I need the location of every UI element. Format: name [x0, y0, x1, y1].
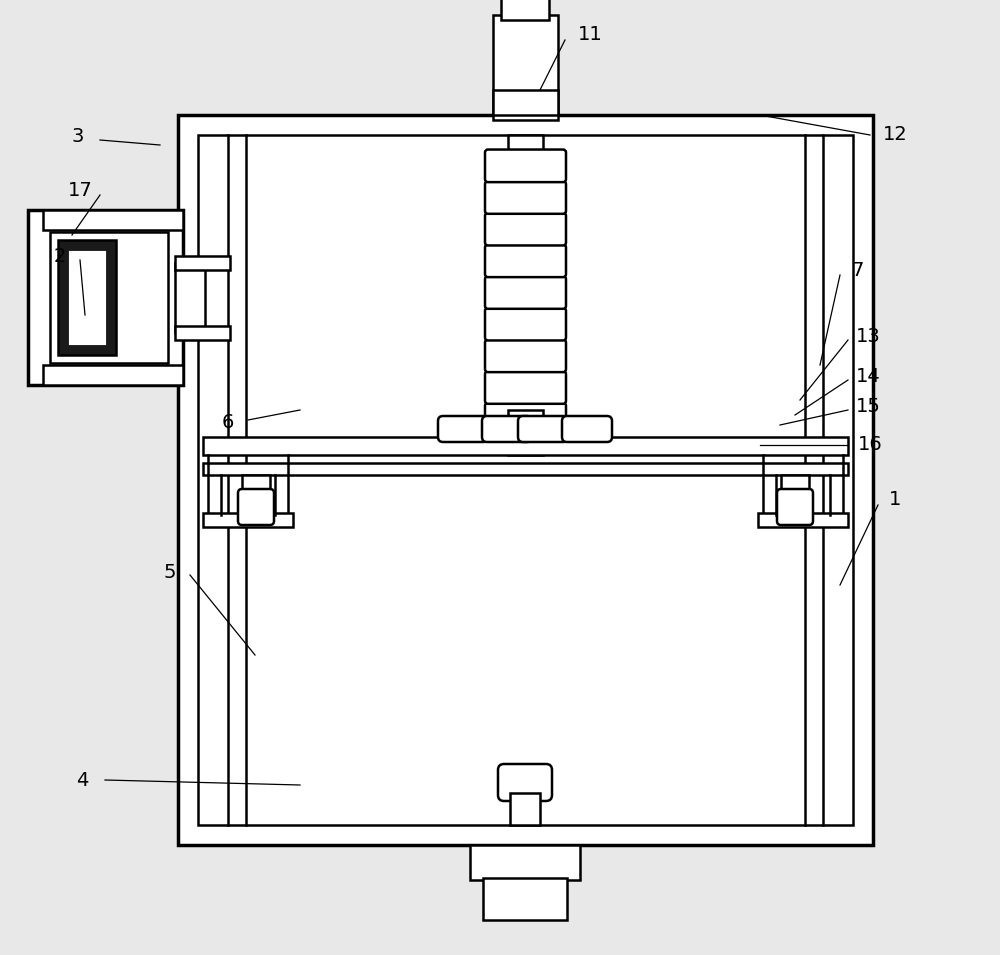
FancyBboxPatch shape	[518, 416, 568, 442]
FancyBboxPatch shape	[485, 150, 566, 182]
Text: 7: 7	[852, 261, 864, 280]
FancyBboxPatch shape	[498, 764, 552, 801]
FancyBboxPatch shape	[485, 181, 566, 214]
Bar	[483, 878, 567, 920]
Bar	[493, 90, 558, 115]
Text: 11: 11	[578, 26, 602, 45]
FancyBboxPatch shape	[238, 489, 274, 525]
FancyBboxPatch shape	[485, 403, 566, 435]
Bar	[175, 256, 230, 270]
Text: 1: 1	[889, 491, 901, 510]
FancyBboxPatch shape	[485, 371, 566, 404]
Bar	[508, 135, 543, 455]
FancyBboxPatch shape	[485, 340, 566, 372]
Bar	[508, 410, 543, 435]
Bar	[43, 210, 183, 230]
Bar	[781, 475, 809, 493]
Bar	[510, 793, 540, 825]
Bar	[175, 326, 230, 340]
Bar	[501, 0, 549, 20]
FancyBboxPatch shape	[485, 244, 566, 277]
Bar	[470, 845, 580, 880]
FancyBboxPatch shape	[777, 489, 813, 525]
Bar	[50, 232, 168, 363]
Bar	[175, 263, 205, 333]
Text: 15: 15	[856, 397, 880, 416]
FancyBboxPatch shape	[438, 416, 488, 442]
Text: 5: 5	[164, 563, 176, 583]
Text: 12: 12	[883, 125, 907, 144]
Bar	[242, 475, 270, 493]
Bar	[203, 437, 848, 455]
Bar	[178, 115, 873, 845]
Bar	[203, 513, 293, 527]
Bar	[28, 210, 183, 385]
Text: 2: 2	[54, 247, 66, 266]
Bar	[58, 240, 116, 355]
Bar	[758, 513, 848, 527]
Bar	[493, 15, 558, 120]
Text: 4: 4	[76, 771, 88, 790]
Text: 13: 13	[856, 328, 880, 347]
FancyBboxPatch shape	[485, 213, 566, 245]
FancyBboxPatch shape	[485, 308, 566, 341]
Bar	[198, 135, 853, 825]
Text: 3: 3	[72, 128, 84, 146]
FancyBboxPatch shape	[562, 416, 612, 442]
Text: 6: 6	[222, 413, 234, 432]
Bar	[203, 463, 848, 475]
Text: 17: 17	[68, 180, 92, 200]
Text: 14: 14	[856, 368, 880, 387]
FancyBboxPatch shape	[482, 416, 532, 442]
FancyBboxPatch shape	[485, 276, 566, 308]
Bar	[68, 250, 106, 345]
Bar	[43, 365, 183, 385]
Text: 16: 16	[858, 435, 882, 455]
